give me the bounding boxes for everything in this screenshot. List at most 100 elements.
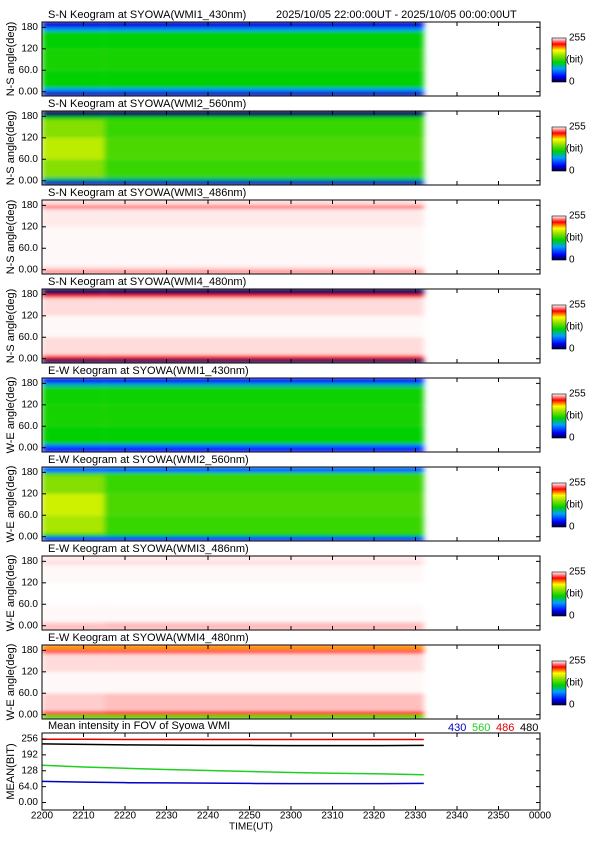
y-axis-label: N-S angle(deg) [5,22,17,97]
colorbar-label: (bit) [566,500,583,511]
heat-cell [104,22,424,27]
heat-cell [42,537,104,541]
y-tick-label: 180 [21,111,38,122]
heatmap [42,378,424,452]
colorbar [552,661,566,705]
heat-cell [42,383,104,387]
heat-cell [42,561,104,565]
heat-cell [42,622,104,626]
colorbar-tick-label: 255 [569,211,586,222]
y-tick-label: 120 [21,577,38,588]
heat-cell [42,472,104,476]
y-tick-label: 60.0 [19,332,39,343]
y-tick-label: 120 [21,132,38,143]
heat-cell [42,120,104,138]
y-tick-label: 0.00 [19,709,39,720]
heat-cell [104,622,424,626]
y-tick-label: 120 [21,221,38,232]
heat-cell [42,138,104,159]
colorbar-tick-label: 0 [569,166,575,177]
y-tick-label: 0.00 [19,442,39,453]
y-axis-label: W-E angle(deg) [5,555,17,632]
heat-cell [104,565,424,583]
y-axis-label: N-S angle(deg) [5,200,17,275]
colorbar [552,305,566,349]
heatmap-cells [42,289,424,363]
heat-cell [104,533,424,537]
heat-cell [104,711,424,715]
heat-cell [42,111,104,116]
heat-cell [104,626,424,630]
x-tick-label: 2250 [238,811,261,822]
colorbar-tick-label: 0 [569,433,575,444]
legend-entry: 486 [496,722,514,734]
heat-cell [42,92,104,96]
heat-cell [104,49,424,70]
heat-cell [42,672,104,693]
heat-cell [104,248,424,266]
y-tick-label: 120 [21,488,38,499]
heat-cell [42,565,104,583]
heat-cell [104,515,424,533]
heat-cell [42,378,104,383]
chart-title: E-W Keogram at SYOWA(WMI4_480nm) [48,632,249,644]
heatmap [42,111,424,185]
y-tick-label: 60.0 [19,421,39,432]
heatmap [42,645,424,719]
heat-cell [104,227,424,248]
heat-cell [42,31,104,49]
y-tick-label: 180 [21,22,38,33]
y-tick-label: 0.00 [19,531,39,542]
y-tick-label: 0.00 [19,797,39,808]
legend-entry: 430 [448,722,466,734]
heat-cell [42,359,104,363]
heat-cell [42,711,104,715]
y-tick-label: 180 [21,645,38,656]
heat-cell [42,177,104,181]
y-tick-label: 60.0 [19,510,39,521]
heat-cell [42,444,104,448]
heat-cell [104,444,424,448]
heat-cell [104,355,424,359]
heatmap-cells [42,645,424,719]
heat-cell [104,467,424,472]
chart-title: E-W Keogram at SYOWA(WMI1_430nm) [48,365,249,377]
x-tick-label: 2240 [197,811,220,822]
x-tick-label: 2310 [321,811,344,822]
heat-cell [42,556,104,561]
colorbar [552,572,566,616]
heatmap [42,467,424,541]
heat-cell [42,476,104,494]
heat-cell [42,205,104,209]
heat-cell [42,626,104,630]
heat-cell [42,583,104,604]
heat-cell [104,111,424,116]
heat-cell [104,70,424,88]
colorbar-tick-label: 0 [569,344,575,355]
y-tick-label: 180 [21,467,38,478]
colorbar [552,127,566,171]
y-tick-label: 60.0 [19,599,39,610]
series-line [42,781,424,783]
y-axis-label: W-E angle(deg) [5,377,17,454]
x-tick-label: 2340 [446,811,469,822]
y-tick-label: 64.0 [19,781,39,792]
colorbar-tick-label: 255 [569,33,586,44]
x-tick-label: 2230 [155,811,178,822]
x-tick-label: 2210 [72,811,95,822]
heat-cell [42,604,104,622]
colorbar-tick-label: 0 [569,77,575,88]
heat-cell [104,383,424,387]
y-tick-label: 256 [21,734,38,745]
heat-cell [104,448,424,452]
chart-title: S-N Keogram at SYOWA(WMI4_480nm) [48,276,246,288]
y-tick-label: 0.00 [19,353,39,364]
heat-cell [42,337,104,355]
heat-cell [42,693,104,711]
heatmap-cells [42,22,424,96]
heat-cell [104,92,424,96]
heat-cell [104,31,424,49]
heat-cell [104,289,424,294]
y-tick-label: 0.00 [19,264,39,275]
